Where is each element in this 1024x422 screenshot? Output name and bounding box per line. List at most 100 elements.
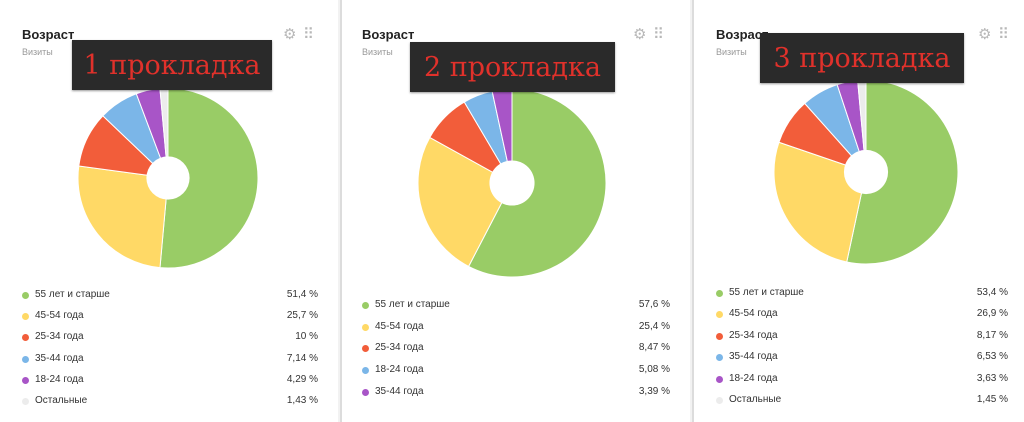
overlay-label: 3 прокладка (760, 33, 964, 83)
legend-label: 55 лет и старше (35, 289, 110, 300)
chart-panel: Возраст Визиты ⚙ ⠿ 1 прокладка 55 лет и старш… (0, 0, 338, 422)
legend-item[interactable]: 25-34 года 8,17 % (716, 329, 1008, 345)
legend-item[interactable]: 18-24 года 5,08 % (362, 363, 670, 379)
legend-value: 25,7 % (286, 310, 318, 322)
pie-slice[interactable] (773, 141, 867, 263)
legend-swatch (362, 367, 369, 375)
legend-value: 5,08 % (638, 364, 670, 376)
drag-handle-icon[interactable]: ⠿ (998, 26, 1009, 43)
legend-value: 8,17 % (976, 329, 1008, 341)
legend-item[interactable]: 35-44 года 3,39 % (362, 385, 670, 401)
legend-swatch (22, 355, 29, 363)
legend-label: 55 лет и старше (729, 287, 804, 298)
gear-icon[interactable]: ⚙ (978, 26, 992, 43)
donut-hole (146, 156, 190, 200)
donut-chart (417, 88, 607, 278)
donut-chart (77, 87, 259, 269)
legend-swatch (716, 332, 723, 340)
legend-item[interactable]: 18-24 года 4,29 % (22, 373, 318, 389)
legend-swatch (22, 398, 29, 405)
legend-value: 51,4 % (286, 289, 318, 300)
legend-swatch (716, 397, 723, 404)
legend-value: 10 % (295, 331, 318, 343)
overlay-label: 1 прокладка (72, 40, 272, 90)
pie-slice[interactable] (417, 136, 513, 268)
chart-subtitle: Визиты (22, 47, 53, 57)
pie-slice[interactable] (77, 165, 169, 269)
legend-item[interactable]: 45-54 года 25,4 % (362, 320, 670, 336)
chart-panel: Возраст Визиты ⚙ ⠿ 3 прокладка 55 лет и старш… (694, 0, 1024, 422)
gear-icon[interactable]: ⚙ (283, 26, 297, 43)
legend-item[interactable]: 25-34 года 8,47 % (362, 341, 670, 357)
gear-icon[interactable]: ⚙ (633, 26, 647, 43)
pie-slice[interactable] (467, 88, 607, 278)
legend-value: 25,4 % (638, 320, 670, 332)
legend-swatch (362, 388, 369, 396)
legend-item[interactable]: 25-34 года 10 % (22, 330, 318, 346)
chart-subtitle: Визиты (362, 47, 393, 57)
drag-handle-icon[interactable]: ⠿ (303, 26, 314, 43)
chart-title: Возраст (362, 27, 415, 42)
donut-hole (843, 149, 889, 195)
chart-panel: Возраст Визиты ⚙ ⠿ 2 прокладка 55 лет и старш… (342, 0, 690, 422)
pie-slice[interactable] (159, 87, 259, 269)
legend-swatch (716, 354, 723, 362)
legend-swatch (362, 323, 369, 331)
legend-label: 18-24 года (375, 364, 424, 376)
legend-label: Остальные (35, 395, 88, 406)
panel-divider (340, 0, 342, 422)
legend-label: 18-24 года (35, 373, 84, 385)
legend-label: 18-24 года (729, 372, 778, 384)
legend-label: 25-34 года (35, 331, 84, 343)
legend-item[interactable]: 55 лет и старше 53,4 % (716, 286, 1008, 302)
legend-label: 35-44 года (35, 352, 84, 364)
legend-label: 35-44 года (729, 351, 778, 363)
chart-subtitle: Визиты (716, 47, 747, 57)
chart-title: Возраст (22, 27, 75, 42)
legend-value: 26,9 % (976, 308, 1008, 320)
legend-item[interactable]: 55 лет и старше 57,6 % (362, 298, 670, 314)
legend-item[interactable]: 35-44 года 7,14 % (22, 352, 318, 368)
legend-item[interactable]: 45-54 года 25,7 % (22, 309, 318, 325)
chart-legend: 55 лет и старше 53,4 % 45-54 года 26,9 % 25-… (716, 286, 1008, 414)
drag-handle-icon[interactable]: ⠿ (653, 26, 664, 43)
legend-swatch (716, 375, 723, 383)
legend-swatch (22, 313, 29, 321)
legend-value: 3,63 % (976, 372, 1008, 384)
donut-hole (489, 160, 535, 206)
legend-item[interactable]: 55 лет и старше 51,4 % (22, 288, 318, 304)
legend-value: 4,29 % (286, 373, 318, 385)
legend-value: 6,53 % (976, 351, 1008, 363)
legend-value: 1,45 % (976, 394, 1008, 405)
legend-swatch (362, 302, 369, 309)
legend-item[interactable]: 45-54 года 26,9 % (716, 307, 1008, 323)
legend-value: 8,47 % (638, 342, 670, 354)
legend-label: 45-54 года (375, 320, 424, 332)
legend-swatch (22, 376, 29, 384)
legend-swatch (22, 334, 29, 342)
legend-label: Остальные (729, 394, 782, 405)
legend-label: 45-54 года (729, 308, 778, 320)
legend-item[interactable]: 35-44 года 6,53 % (716, 350, 1008, 366)
chart-title: Возраст (716, 27, 769, 42)
legend-label: 25-34 года (729, 329, 778, 341)
legend-label: 45-54 года (35, 310, 84, 322)
chart-legend: 55 лет и старше 57,6 % 45-54 года 25,4 % 25-… (362, 298, 670, 407)
overlay-label: 2 прокладка (410, 42, 615, 92)
legend-item[interactable]: 18-24 года 3,63 % (716, 372, 1008, 388)
panel-divider (692, 0, 694, 422)
legend-value: 53,4 % (976, 287, 1008, 298)
legend-item[interactable]: Остальные 1,45 % (716, 393, 1008, 409)
legend-value: 7,14 % (286, 352, 318, 364)
legend-swatch (22, 292, 29, 299)
pie-slice[interactable] (846, 79, 959, 265)
legend-label: 25-34 года (375, 342, 424, 354)
legend-item[interactable]: Остальные 1,43 % (22, 394, 318, 410)
legend-swatch (716, 311, 723, 319)
legend-label: 35-44 года (375, 385, 424, 397)
legend-swatch (716, 290, 723, 297)
legend-value: 57,6 % (638, 299, 670, 310)
donut-chart (773, 79, 959, 265)
legend-swatch (362, 345, 369, 353)
chart-legend: 55 лет и старше 51,4 % 45-54 года 25,7 % 25-… (22, 288, 318, 415)
